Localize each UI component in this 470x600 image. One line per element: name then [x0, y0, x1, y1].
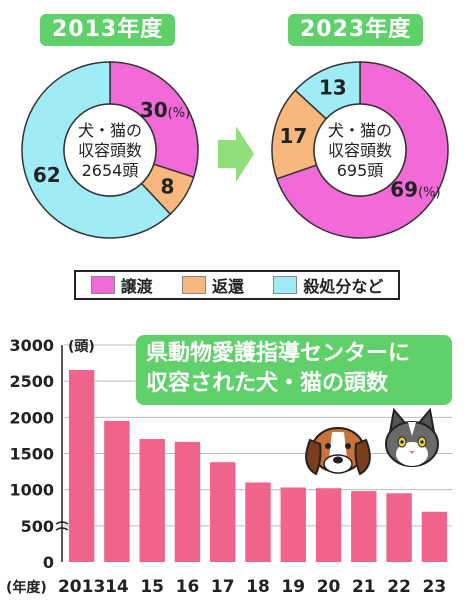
y-tick-label: 0 [43, 553, 54, 572]
bar-chart-title-line2: 収容された犬・猫の頭数 [146, 371, 389, 396]
bar [139, 439, 165, 562]
y-tick-label: 2500 [9, 372, 54, 391]
legend-item-euthanasia: 殺処分など [273, 273, 383, 297]
x-axis-label: (年度) [6, 579, 47, 596]
bar-chart-title: 県動物愛護指導センターに 収容された犬・猫の頭数 [136, 335, 452, 405]
donut-center-label: 695頭 [337, 161, 384, 180]
x-tick-label: 19 [281, 577, 305, 597]
x-tick-label: 21 [352, 577, 376, 597]
bar-chart: 0 500 1000 1500 2000 2500 3000 (頭) 2013 14 15 16 17 1… [6, 336, 452, 597]
bar-axis: 0 500 1000 1500 2000 2500 3000 (頭) 2013 14 15 16 17 1… [6, 336, 446, 597]
bar [421, 511, 448, 562]
donut-center-label: 収容頭数 [328, 141, 392, 160]
y-axis-label: (頭) [68, 339, 95, 355]
pie-title-2013: 2013年度 [40, 14, 176, 46]
arrow-icon [218, 126, 254, 182]
legend-swatch [273, 276, 298, 294]
bar [351, 491, 377, 562]
bar [68, 370, 95, 562]
bar-chart-title-line1: 県動物愛護指導センターに [146, 341, 411, 366]
x-tick-label: 18 [246, 577, 270, 597]
legend-swatch [181, 276, 206, 294]
x-tick-label: 23 [423, 577, 447, 597]
legend-item-transfer: 譲渡 [90, 273, 153, 297]
pie-slice-label: 17 [280, 124, 308, 148]
y-tick-label: 1000 [9, 481, 54, 500]
donut-hole [313, 103, 407, 197]
x-tick-label: 15 [140, 577, 164, 597]
y-tick-label: 3000 [9, 336, 54, 355]
bar [386, 493, 412, 562]
pie-slice-label: 13 [319, 76, 347, 100]
bar [245, 482, 271, 562]
x-tick-label: 14 [105, 577, 129, 597]
pie-slice-unit: (%) [418, 185, 441, 200]
donut-center-label: 2654頭 [82, 161, 139, 180]
x-tick-label: 2013 [58, 577, 105, 597]
legend-item-return: 返還 [181, 273, 244, 297]
bar-marks [68, 370, 448, 562]
donut-center-label: 犬・猫の [328, 121, 392, 140]
bar [280, 487, 306, 562]
pie-slice-label: 8 [160, 174, 174, 198]
donut-center-label: 犬・猫の [78, 121, 142, 140]
dog-icon [305, 427, 371, 476]
cat-icon [385, 407, 439, 467]
donut-center-label: 収容頭数 [78, 141, 142, 160]
legend: 譲渡 返還 殺処分など [74, 270, 400, 300]
pie-slice-unit: (%) [168, 106, 191, 121]
x-tick-label: 20 [317, 577, 341, 597]
legend-label: 譲渡 [120, 277, 153, 296]
bar [210, 462, 236, 562]
bar [315, 488, 342, 562]
bar [104, 420, 130, 562]
bar [174, 441, 201, 562]
legend-label: 返還 [211, 277, 244, 296]
pie-slice-label: 62 [33, 163, 61, 187]
legend-swatch [90, 276, 115, 294]
donut-hole [63, 103, 157, 197]
y-tick-label: 2000 [9, 408, 54, 427]
x-tick-label: 17 [211, 577, 235, 597]
y-tick-label: 1500 [9, 445, 54, 464]
pie-title-2023: 2023年度 [288, 14, 424, 46]
legend-label: 殺処分など [303, 277, 384, 296]
x-tick-label: 16 [176, 577, 200, 597]
x-tick-label: 22 [387, 577, 411, 597]
y-tick-label: 500 [21, 517, 54, 536]
axis-break [55, 521, 69, 531]
